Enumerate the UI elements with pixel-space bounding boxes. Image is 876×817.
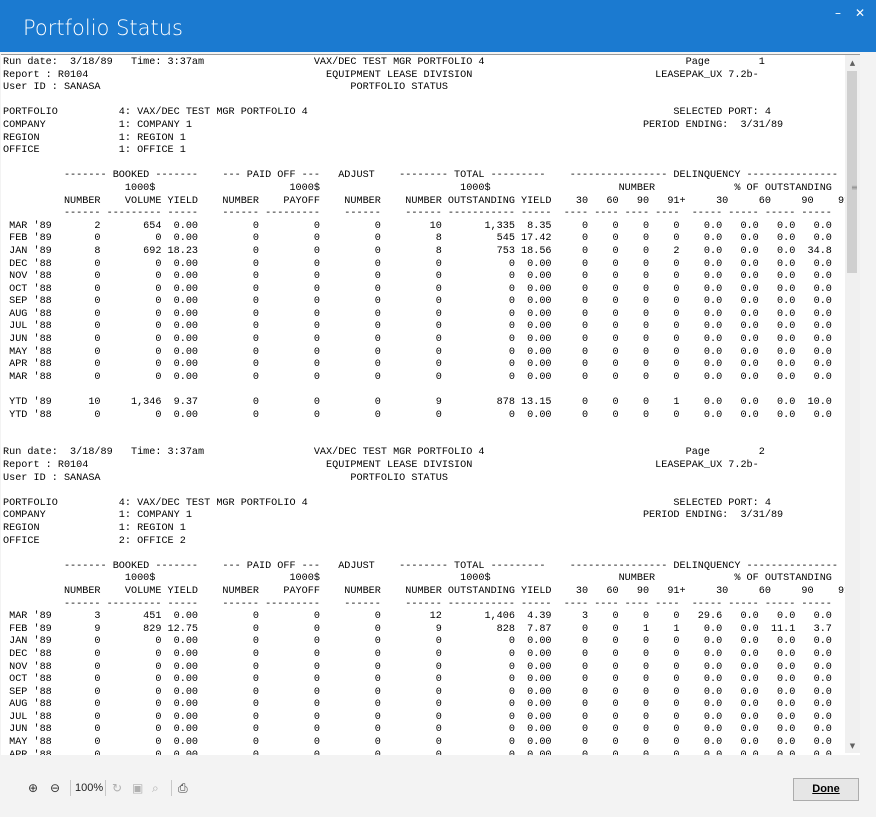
viewer-toolbar: ⊕ ⊖ 100% ↻ ▣ ⌕ ⎙ [18,776,859,800]
done-button[interactable]: Done [793,778,859,801]
print-icon[interactable]: ⎙ [178,781,188,795]
toolbar-divider [70,780,71,796]
window-titlebar: Portfolio Status – ✕ [0,0,876,52]
grip-icon: ≡ [851,183,858,192]
scroll-down-icon[interactable]: ▼ [849,742,856,750]
toolbar-divider [105,780,106,796]
toolbar-divider [171,780,172,796]
report-viewer[interactable]: Run date: 3/18/89 Time: 3:37am VAX/DEC T… [1,54,860,755]
zoom-level: 100% [75,782,104,794]
scroll-up-icon[interactable]: ▲ [849,59,856,67]
scroll-thumb[interactable]: ≡ [847,71,858,273]
report-text: Run date: 3/18/89 Time: 3:37am VAX/DEC T… [3,57,856,755]
minimize-icon[interactable]: – [835,6,841,20]
refresh-icon[interactable]: ↻ [112,781,123,795]
zoom-out-icon[interactable]: ⊖ [50,781,61,795]
vertical-scrollbar[interactable]: ▲ ≡ ▼ [845,55,860,753]
close-icon[interactable]: ✕ [854,6,866,20]
window-title: Portfolio Status [23,16,183,40]
export-icon[interactable]: ▣ [132,781,144,795]
search-icon[interactable]: ⌕ [152,781,159,795]
zoom-in-icon[interactable]: ⊕ [28,781,39,795]
